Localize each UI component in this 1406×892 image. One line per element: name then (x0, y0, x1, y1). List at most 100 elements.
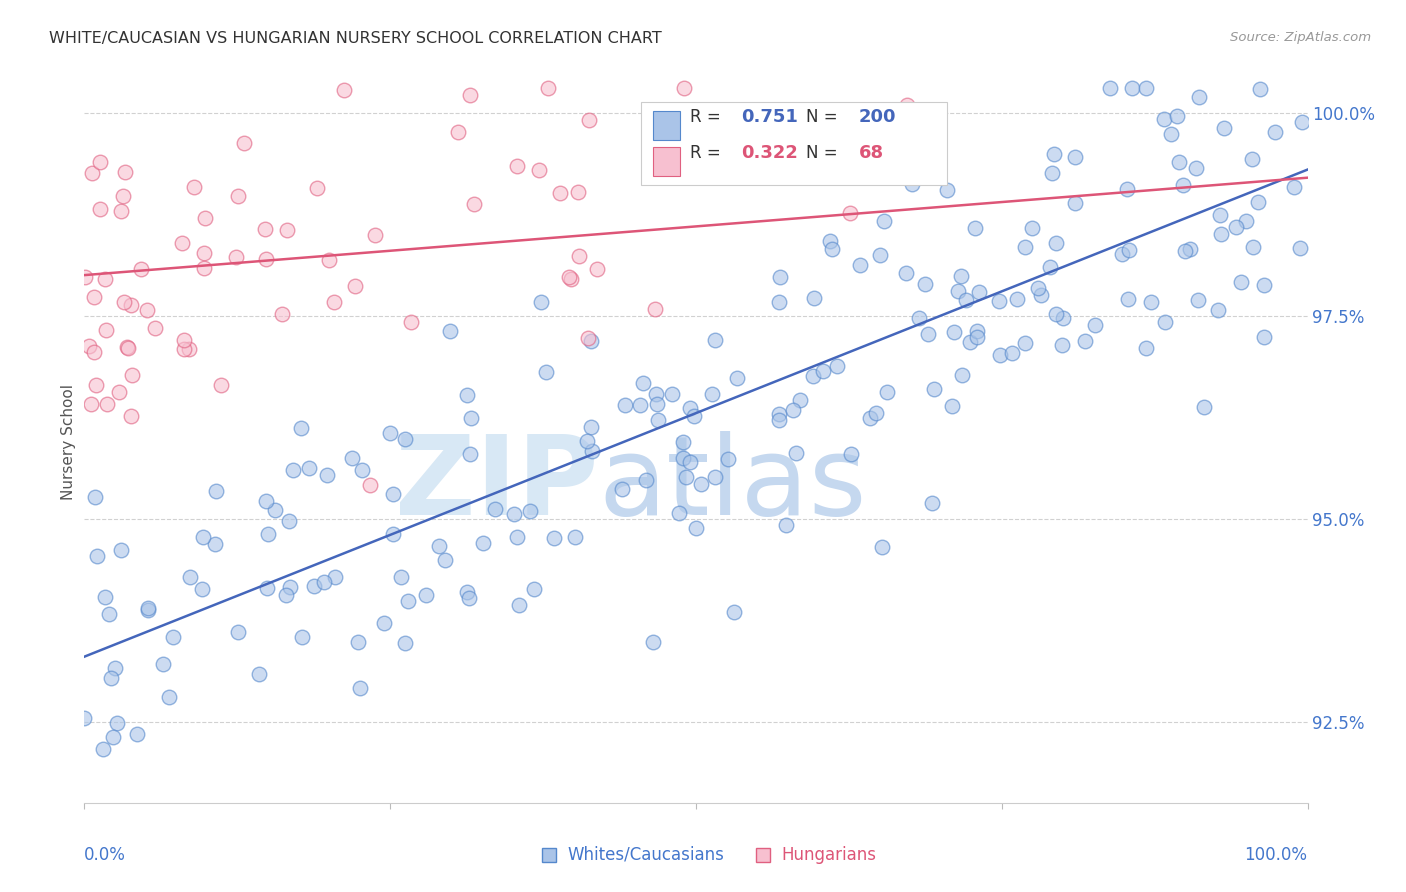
Text: Source: ZipAtlas.com: Source: ZipAtlas.com (1230, 31, 1371, 45)
Point (921, 496, 943, 510)
Point (785, 446, 807, 460)
Point (226, 189, 249, 203)
Point (401, 315, 423, 329)
Point (1243, 240, 1265, 254)
Point (818, 235, 841, 249)
Point (768, 407, 790, 421)
Point (131, 262, 153, 277)
Text: N =: N = (806, 108, 838, 126)
Point (257, 527, 280, 541)
Point (683, 409, 706, 424)
Point (209, 378, 232, 392)
Point (560, 272, 582, 286)
Point (1213, 120, 1236, 135)
Point (1192, 401, 1215, 415)
Point (433, 553, 456, 567)
Point (96, 323, 118, 337)
FancyBboxPatch shape (654, 112, 681, 140)
Point (1234, 214, 1257, 228)
Point (628, 398, 651, 412)
Point (1029, 288, 1052, 302)
Text: WHITE/CAUCASIAN VS HUNGARIAN NURSERY SCHOOL CORRELATION CHART: WHITE/CAUCASIAN VS HUNGARIAN NURSERY SCH… (49, 31, 662, 46)
Point (896, 98, 918, 112)
Point (276, 223, 298, 237)
Text: Hungarians: Hungarians (782, 846, 876, 863)
Point (457, 591, 479, 605)
Point (1241, 152, 1264, 166)
Point (254, 221, 277, 235)
Point (111, 189, 134, 203)
Point (1014, 240, 1036, 254)
Point (283, 463, 305, 477)
Point (768, 413, 790, 427)
Point (173, 333, 195, 347)
Point (988, 294, 1011, 309)
Point (1171, 178, 1194, 192)
Point (264, 503, 287, 517)
Point (112, 295, 135, 310)
Point (1064, 150, 1087, 164)
Point (456, 585, 478, 599)
Point (1064, 196, 1087, 211)
Point (1026, 281, 1049, 295)
Point (173, 342, 195, 356)
Point (120, 298, 142, 312)
Point (157, 690, 180, 704)
Point (193, 246, 215, 260)
Point (98, 607, 121, 622)
Point (162, 630, 184, 644)
Point (79, 397, 101, 411)
Text: 100.0%: 100.0% (1244, 846, 1308, 863)
Point (93, 590, 115, 604)
Point (94, 272, 117, 286)
Point (534, 365, 557, 379)
Point (96, 397, 118, 411)
Point (876, 385, 898, 400)
Text: 0.751: 0.751 (741, 108, 799, 126)
Point (152, 657, 174, 672)
Point (247, 667, 270, 681)
Point (75, 270, 97, 285)
Point (873, 214, 896, 228)
Point (1168, 155, 1191, 169)
Point (579, 419, 602, 434)
Point (645, 386, 668, 401)
Point (332, 83, 354, 97)
Point (506, 530, 529, 544)
Point (1116, 292, 1139, 306)
Point (1166, 109, 1188, 123)
Point (1121, 81, 1143, 95)
Point (1225, 219, 1247, 234)
Point (661, 386, 683, 401)
Point (838, 206, 860, 220)
Point (578, 112, 600, 127)
Point (1291, 115, 1313, 129)
Point (519, 503, 541, 517)
Point (801, 369, 824, 384)
Point (364, 227, 387, 242)
Point (439, 324, 461, 338)
Point (941, 399, 963, 413)
Point (458, 447, 481, 461)
Point (179, 570, 201, 584)
Point (769, 270, 792, 285)
Point (723, 606, 745, 620)
Point (839, 447, 862, 461)
Point (278, 581, 301, 595)
Point (725, 370, 748, 384)
Point (529, 163, 551, 178)
Point (631, 376, 654, 390)
Point (302, 579, 325, 593)
Point (1188, 90, 1211, 104)
Point (194, 211, 217, 225)
Point (396, 593, 419, 607)
Point (668, 507, 690, 521)
Point (316, 467, 339, 482)
Point (647, 413, 669, 427)
Point (610, 482, 633, 496)
Point (114, 164, 136, 178)
Point (110, 542, 132, 557)
Point (641, 635, 664, 649)
Point (79, 339, 101, 353)
Point (679, 455, 702, 469)
